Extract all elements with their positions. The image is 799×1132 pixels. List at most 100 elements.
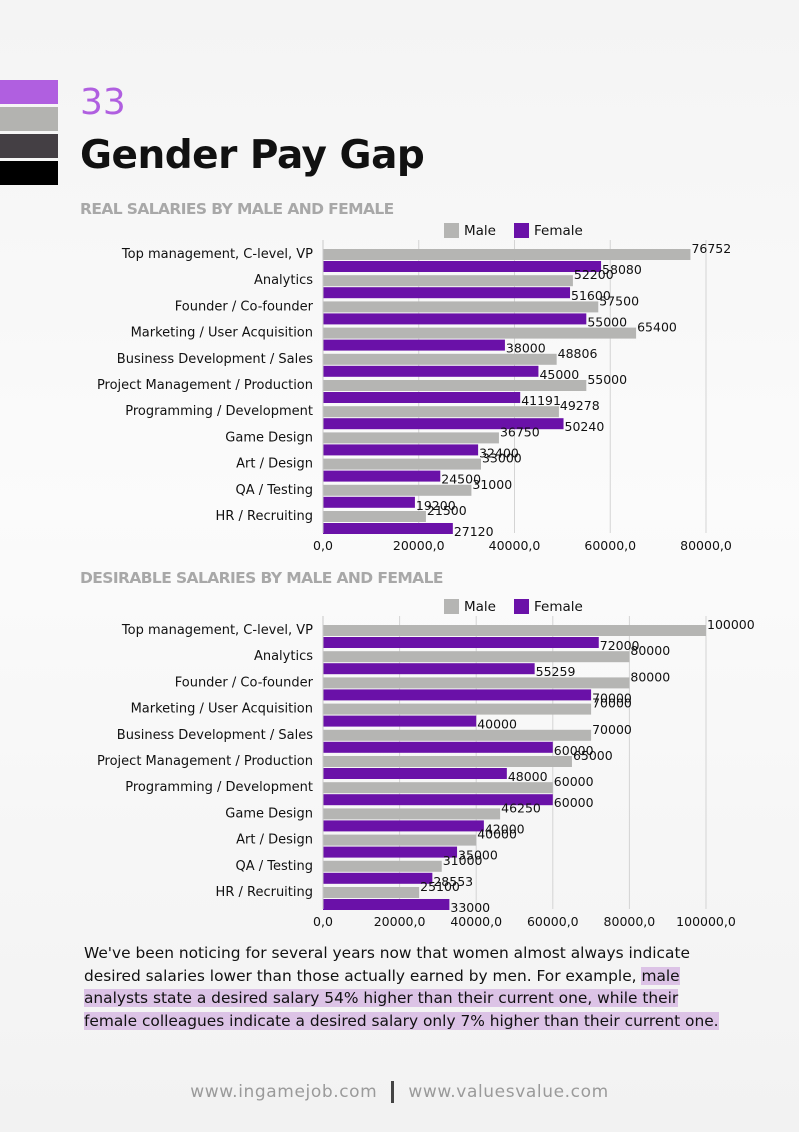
legend-label-female: Female — [534, 223, 583, 239]
desirable-salaries-chart: 0,0 20000,0 40000,0 60000,0 80000,0 100000,0 M… — [97, 599, 755, 929]
bar-male — [323, 834, 477, 846]
bar-female — [323, 261, 602, 272]
real-salaries-chart: 0,0 20000,0 40000,0 60000,0 80000,0 Male Femal… — [97, 223, 732, 553]
color-swatch-dark-gray — [0, 134, 58, 158]
category-label: Top management, C-level, VP — [121, 247, 313, 262]
bar-male — [323, 432, 499, 444]
data-label-male: 55000 — [587, 372, 627, 387]
data-label-male: 33000 — [482, 451, 522, 466]
legend-swatch-male — [444, 223, 459, 238]
category-label: Art / Design — [236, 833, 313, 848]
bar-female — [323, 470, 441, 482]
page-title: Gender Pay Gap — [80, 133, 425, 178]
category-label: HR / Recruiting — [216, 509, 313, 524]
category-label: Art / Design — [236, 457, 313, 472]
data-label-male: 70000 — [592, 722, 632, 737]
legend-swatch-female — [514, 599, 529, 614]
x-tick-label: 0,0 — [313, 538, 333, 553]
data-label-female: 32400 — [479, 445, 519, 460]
bar-male — [323, 380, 587, 391]
bar-male — [323, 275, 573, 287]
x-tick-label: 0,0 — [313, 914, 333, 929]
data-label-female: 41191 — [521, 393, 561, 408]
data-label-female: 60000 — [554, 795, 594, 810]
x-tick-label: 80000,0 — [680, 538, 732, 553]
footer-separator — [391, 1081, 395, 1103]
data-label-female: 55000 — [587, 314, 627, 329]
data-label-male: 76752 — [691, 241, 731, 256]
bar-female — [323, 365, 539, 377]
data-label-female: 24500 — [441, 472, 481, 487]
data-label-female: 50240 — [565, 419, 605, 434]
data-label-female: 72000 — [600, 638, 640, 653]
color-swatch-purple — [0, 80, 58, 104]
x-tick-label: 60000,0 — [527, 914, 579, 929]
category-label: Founder / Co-founder — [175, 675, 314, 690]
bar-male — [323, 249, 691, 260]
x-tick-label: 40000,0 — [489, 538, 541, 553]
data-label-male: 100000 — [707, 617, 755, 632]
bar-female — [323, 496, 415, 508]
bar-female — [323, 741, 553, 753]
bar-male — [323, 887, 420, 898]
chart-title-desirable: DESIRABLE SALARIES BY MALE AND FEMALE — [80, 569, 443, 587]
bar-male — [323, 301, 599, 313]
x-tick-label: 40000,0 — [450, 914, 502, 929]
category-label: Founder / Co-founder — [175, 299, 314, 314]
x-tick-label: 100000,0 — [676, 914, 736, 929]
data-label-female: 19200 — [416, 498, 456, 513]
category-label: QA / Testing — [236, 859, 313, 874]
bar-female — [323, 715, 477, 727]
data-label-female: 38000 — [506, 341, 546, 356]
x-tick-label: 20000,0 — [393, 538, 445, 553]
data-label-female: 60000 — [554, 743, 594, 758]
data-label-male: 70000 — [592, 696, 632, 711]
bar-female — [323, 523, 453, 534]
legend-swatch-female — [514, 223, 529, 238]
bar-female — [323, 794, 553, 806]
legend-label-male: Male — [464, 223, 496, 239]
bar-male — [323, 484, 472, 496]
category-label: Marketing / User Acquisition — [131, 326, 313, 341]
bar-male — [323, 511, 426, 522]
data-label-female: 40000 — [477, 717, 517, 732]
bar-female — [323, 899, 450, 910]
category-label: Analytics — [254, 273, 313, 288]
data-label-male: 57500 — [599, 293, 639, 308]
bar-female — [323, 637, 599, 648]
data-label-female: 51600 — [571, 288, 611, 303]
bar-female — [323, 418, 564, 430]
bar-female — [323, 339, 505, 351]
data-label-male: 48806 — [558, 346, 598, 361]
bar-female — [323, 768, 507, 779]
category-label: HR / Recruiting — [216, 885, 313, 900]
color-swatch-black — [0, 161, 58, 185]
category-label: Game Design — [225, 430, 313, 445]
bar-male — [323, 677, 630, 689]
data-label-male: 21500 — [427, 503, 467, 518]
bar-female — [323, 663, 535, 675]
data-label-female: 42000 — [485, 821, 525, 836]
bar-male — [323, 458, 481, 470]
footer-link-ingamejob[interactable]: www.ingamejob.com — [190, 1082, 378, 1102]
data-label-female: 58080 — [602, 262, 642, 277]
data-label-male: 31000 — [472, 477, 512, 492]
data-label-male: 25100 — [420, 879, 460, 894]
bar-male — [323, 808, 501, 820]
data-label-male: 52200 — [574, 267, 614, 282]
data-label-male: 36750 — [500, 424, 540, 439]
data-label-female: 33000 — [450, 900, 490, 915]
bar-male — [323, 327, 637, 339]
category-label: Business Development / Sales — [117, 728, 313, 743]
footer-link-valuesvalue[interactable]: www.valuesvalue.com — [408, 1082, 609, 1102]
data-label-male: 80000 — [630, 669, 670, 684]
body-paragraph: We've been noticing for several years no… — [84, 942, 724, 1032]
data-label-male: 49278 — [560, 398, 600, 413]
bar-male — [323, 860, 442, 872]
bar-male — [323, 729, 592, 741]
bar-female — [323, 846, 458, 858]
bar-female — [323, 444, 479, 456]
bar-male — [323, 625, 706, 636]
data-label-female: 70000 — [592, 690, 632, 705]
bar-female — [323, 872, 433, 884]
